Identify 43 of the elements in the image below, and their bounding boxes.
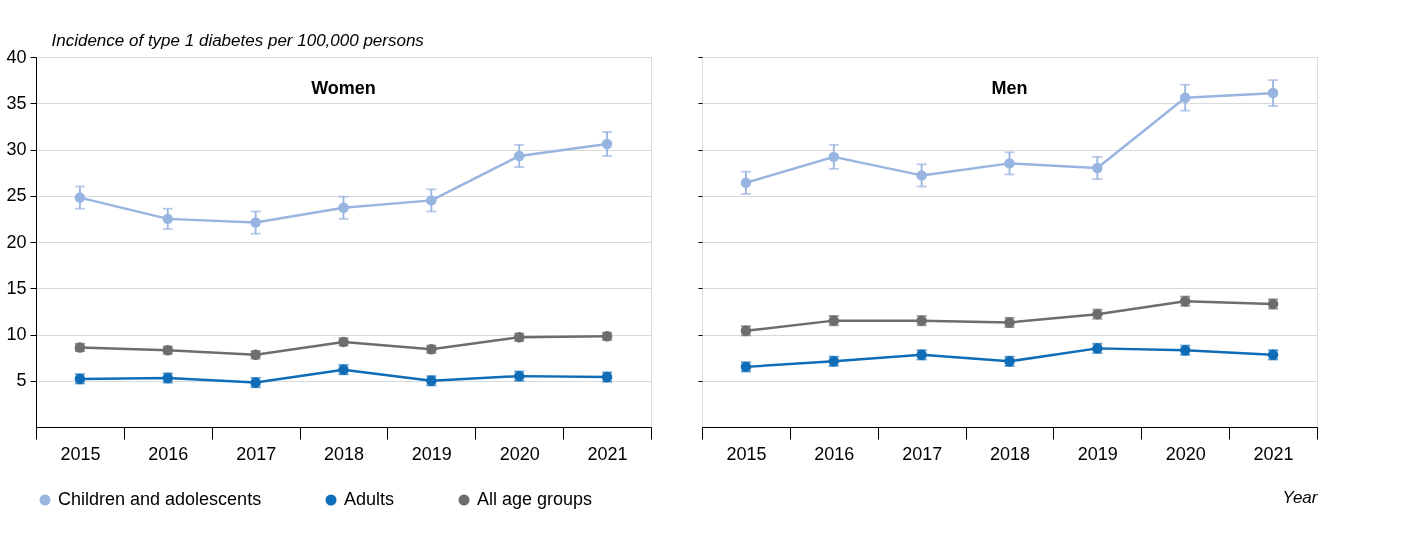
point bbox=[426, 195, 437, 206]
x-tick-label: 2016 bbox=[814, 443, 855, 464]
y-tick-label: 10 bbox=[6, 324, 27, 344]
x-tick-label: 2015 bbox=[60, 443, 101, 464]
x-tick-label: 2020 bbox=[1165, 443, 1206, 464]
x-tick-label: 2017 bbox=[902, 443, 943, 464]
x-tick-label: 2018 bbox=[989, 443, 1031, 464]
text: Women bbox=[311, 78, 376, 98]
y-tick-label: 15 bbox=[6, 277, 27, 298]
x-tick-label: 2016 bbox=[148, 443, 189, 464]
y-tick-label: 25 bbox=[6, 185, 27, 206]
point bbox=[740, 177, 752, 189]
point bbox=[74, 192, 86, 203]
legend-label: All age groups bbox=[477, 489, 593, 509]
x-tick-label: 2019 bbox=[1077, 443, 1118, 464]
y-tick-label: 20 bbox=[6, 231, 27, 252]
legend-label: Adults bbox=[344, 489, 395, 509]
y-tick-label: 35 bbox=[6, 92, 27, 113]
x-tick-label: 2021 bbox=[587, 443, 628, 464]
x-tick-label: 2021 bbox=[1253, 443, 1294, 464]
legend-label: Children and adolescents bbox=[58, 489, 262, 509]
point bbox=[162, 213, 174, 225]
x-tick-label: 2020 bbox=[499, 443, 540, 464]
point bbox=[250, 217, 261, 228]
point bbox=[1267, 87, 1279, 99]
point bbox=[916, 170, 927, 181]
point bbox=[338, 202, 349, 214]
x-tick-label: 2017 bbox=[236, 443, 277, 464]
x-tick-label: 2018 bbox=[323, 443, 365, 464]
x-tick-label: 2019 bbox=[411, 443, 452, 464]
y-tick-label: 5 bbox=[16, 370, 27, 391]
point bbox=[513, 150, 525, 162]
y-tick-label: 30 bbox=[6, 139, 27, 159]
y-tick-label: 40 bbox=[6, 46, 27, 67]
point bbox=[1092, 162, 1103, 174]
point bbox=[1179, 92, 1191, 103]
point bbox=[601, 138, 613, 150]
x-axis-title: Year bbox=[1282, 487, 1319, 507]
y-axis-title: Incidence of type 1 diabetes per 100,000 persons bbox=[51, 30, 425, 50]
text: Men bbox=[991, 78, 1028, 98]
point bbox=[1004, 158, 1015, 169]
point bbox=[828, 151, 840, 163]
x-tick-label: 2015 bbox=[726, 443, 767, 464]
